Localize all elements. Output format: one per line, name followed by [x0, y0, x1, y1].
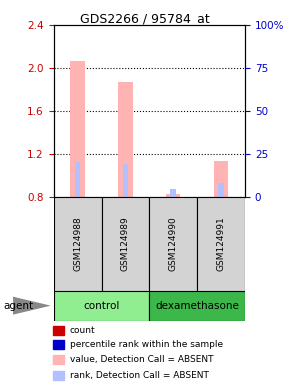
Bar [214, 161, 228, 197]
Bar [166, 194, 180, 197]
Text: GSM124991: GSM124991 [217, 216, 226, 271]
Bar [123, 164, 128, 197]
Text: dexamethasone: dexamethasone [155, 301, 239, 311]
Bar [54, 291, 149, 321]
Text: GSM124990: GSM124990 [169, 216, 178, 271]
Bar [218, 183, 224, 197]
Text: value, Detection Call = ABSENT: value, Detection Call = ABSENT [70, 356, 213, 364]
Bar [53, 356, 64, 364]
Bar [102, 197, 149, 291]
Bar [70, 61, 85, 197]
Bar [149, 197, 197, 291]
Bar [118, 82, 133, 197]
Text: GSM124989: GSM124989 [121, 216, 130, 271]
Text: count: count [70, 326, 95, 334]
Text: agent: agent [3, 301, 33, 311]
Bar [54, 197, 102, 291]
Bar [149, 291, 245, 321]
Text: percentile rank within the sample: percentile rank within the sample [70, 340, 223, 349]
Bar [75, 162, 80, 197]
Text: GDS2266 / 95784_at: GDS2266 / 95784_at [80, 12, 210, 25]
Polygon shape [13, 297, 51, 314]
Text: rank, Detection Call = ABSENT: rank, Detection Call = ABSENT [70, 371, 209, 380]
Bar [171, 189, 176, 197]
Bar [53, 326, 64, 334]
Text: control: control [83, 301, 120, 311]
Text: GSM124988: GSM124988 [73, 216, 82, 271]
Bar [53, 371, 64, 379]
Bar [197, 197, 245, 291]
Bar [53, 340, 64, 349]
